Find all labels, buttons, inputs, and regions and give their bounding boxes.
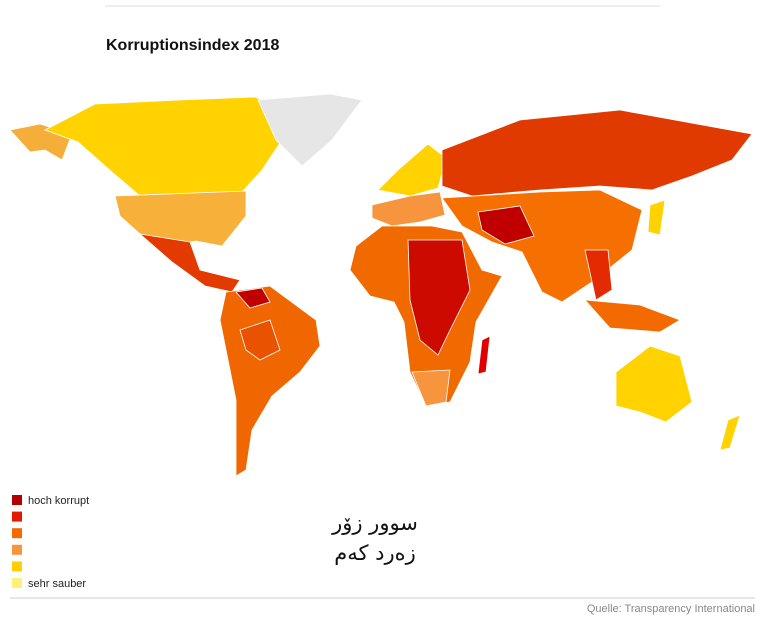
legend-label: hoch korrupt [28,495,89,507]
annotation: زەرد کەم [334,541,416,565]
world-map [9,93,753,477]
australia [615,345,693,423]
canada [44,96,301,197]
south-america [219,285,321,477]
legend: hoch korrupt sehr sauber [12,495,89,590]
bolivia-peru [239,319,281,361]
venezuela [235,287,271,309]
legend-swatch [12,495,22,505]
legend-label: sehr sauber [28,578,86,590]
russia [441,109,753,197]
title: Korruptionsindex 2018 [106,37,279,54]
greenland [257,93,363,167]
indochina [584,249,613,301]
legend-swatch [12,511,22,522]
legend-swatch [12,561,22,572]
madagascar [477,335,491,375]
usa [114,190,247,247]
legend-swatch [12,544,22,555]
south-europe [371,191,446,227]
annotation: سوور زۆر [331,511,418,535]
north-europe [377,143,447,197]
legend-swatch [12,578,22,588]
south-africa [411,369,451,407]
legend-swatch [12,528,22,539]
source: Quelle: Transparency International [587,603,755,615]
central-africa [407,239,471,356]
new-zealand [719,414,741,451]
central-america [138,233,241,293]
indonesia [584,299,681,333]
japan [647,199,666,236]
middle-asia [477,205,535,245]
